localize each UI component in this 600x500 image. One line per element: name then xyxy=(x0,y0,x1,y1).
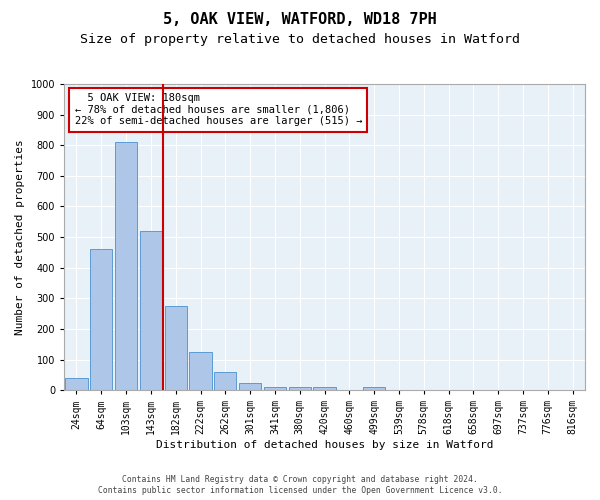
Bar xyxy=(65,378,88,390)
Bar xyxy=(264,387,286,390)
Y-axis label: Number of detached properties: Number of detached properties xyxy=(15,139,25,335)
Bar xyxy=(190,352,212,390)
Bar xyxy=(140,231,162,390)
Bar xyxy=(214,372,236,390)
Bar xyxy=(239,384,261,390)
Bar xyxy=(363,387,385,390)
Bar xyxy=(164,306,187,390)
Text: Contains public sector information licensed under the Open Government Licence v3: Contains public sector information licen… xyxy=(98,486,502,495)
Bar xyxy=(90,250,112,390)
Text: Contains HM Land Registry data © Crown copyright and database right 2024.: Contains HM Land Registry data © Crown c… xyxy=(122,475,478,484)
X-axis label: Distribution of detached houses by size in Watford: Distribution of detached houses by size … xyxy=(156,440,493,450)
Text: 5, OAK VIEW, WATFORD, WD18 7PH: 5, OAK VIEW, WATFORD, WD18 7PH xyxy=(163,12,437,28)
Text: 5 OAK VIEW: 180sqm
← 78% of detached houses are smaller (1,806)
22% of semi-deta: 5 OAK VIEW: 180sqm ← 78% of detached hou… xyxy=(74,93,362,126)
Bar xyxy=(313,387,336,390)
Bar xyxy=(289,387,311,390)
Text: Size of property relative to detached houses in Watford: Size of property relative to detached ho… xyxy=(80,32,520,46)
Bar xyxy=(115,142,137,390)
